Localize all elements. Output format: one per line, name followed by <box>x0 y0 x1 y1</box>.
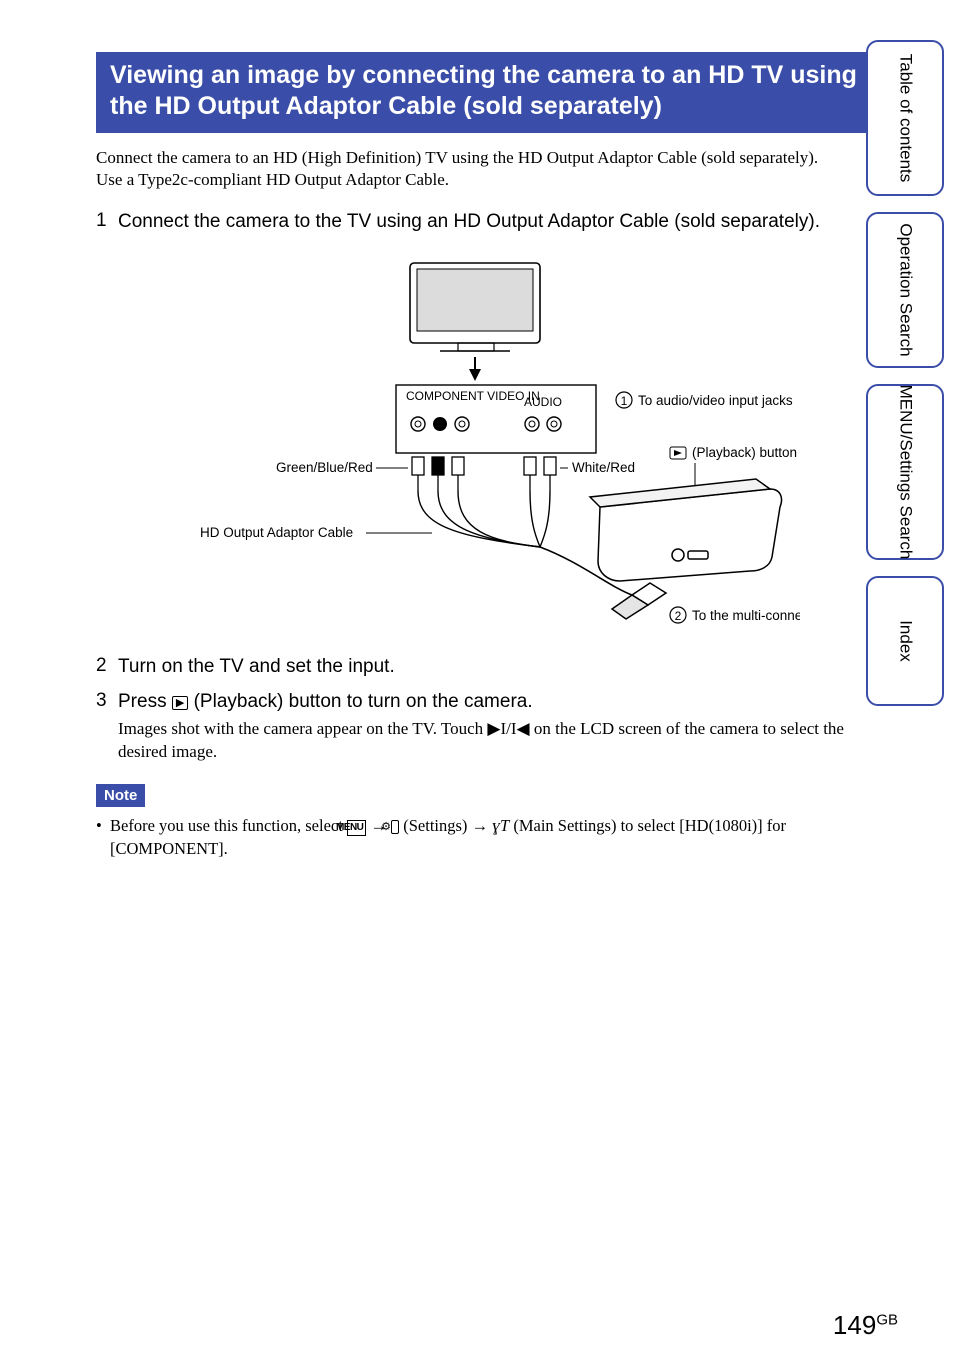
callout-1-number: 1 <box>621 394 628 408</box>
page-number-value: 149 <box>833 1310 876 1340</box>
label-playback-button: (Playback) button <box>692 445 797 460</box>
step-1: 1 Connect the camera to the TV using an … <box>96 210 884 235</box>
step-2: 2 Turn on the TV and set the input. <box>96 655 884 680</box>
step-3-body-icons: ▶I/I◀ <box>487 719 529 738</box>
main-settings-gamma-icon: ɣT <box>492 816 509 835</box>
intro-text: Connect the camera to an HD (High Defini… <box>96 147 884 193</box>
label-green-blue-red: Green/Blue/Red <box>276 460 373 475</box>
step-3-body-prefix: Images shot with the camera appear on th… <box>118 719 487 738</box>
step-3-number: 3 <box>96 690 118 715</box>
menu-icon: MENU <box>347 820 366 836</box>
label-component-video-in: COMPONENT VIDEO IN <box>406 389 540 403</box>
note-item: • Before you use this function, select M… <box>96 815 884 860</box>
intro-line-1: Connect the camera to an HD (High Defini… <box>96 148 818 167</box>
note-settings: (Settings) <box>403 816 467 835</box>
tab-table-of-contents[interactable]: Table of contents <box>866 40 944 196</box>
step-2-number: 2 <box>96 655 118 680</box>
tab-label-index: Index <box>896 620 915 662</box>
step-3-text: Press ▶ (Playback) button to turn on the… <box>118 690 533 715</box>
page-number: 149GB <box>833 1310 898 1341</box>
step-3-body: Images shot with the camera appear on th… <box>118 718 884 764</box>
note-label: Note <box>96 784 145 807</box>
page-title: Viewing an image by connecting the camer… <box>96 52 884 133</box>
step-1-text: Connect the camera to the TV using an HD… <box>118 210 820 235</box>
tab-operation-search[interactable]: Operation Search <box>866 212 944 368</box>
step-3-suffix: (Playback) button to turn on the camera. <box>194 691 533 712</box>
step-2-text: Turn on the TV and set the input. <box>118 655 395 680</box>
note-prefix: Before you use this function, select <box>110 816 347 835</box>
side-nav-tabs: Table of contents Operation Search MENU/… <box>866 40 944 722</box>
label-audio: AUDIO <box>524 395 562 409</box>
tab-index[interactable]: Index <box>866 576 944 706</box>
label-white-red: White/Red <box>572 460 635 475</box>
diagram-svg: COMPONENT VIDEO IN AUDIO 1 To audio/vide… <box>180 257 800 637</box>
page-number-suffix: GB <box>876 1311 898 1328</box>
step-3: 3 Press ▶ (Playback) button to turn on t… <box>96 690 884 715</box>
callout-1-text: To audio/video input jacks <box>638 393 793 408</box>
callout-2-number: 2 <box>675 609 682 623</box>
callout-2-text: To the multi-connector <box>692 608 800 623</box>
step-3-prefix: Press <box>118 691 172 712</box>
tab-menu-settings-search[interactable]: MENU/Settings Search <box>866 384 944 560</box>
intro-line-2: Use a Type2c-compliant HD Output Adaptor… <box>96 170 449 189</box>
tab-label-operation: Operation Search <box>896 223 915 356</box>
step-1-number: 1 <box>96 210 118 235</box>
playback-icon: ▶ <box>172 696 188 710</box>
label-hd-cable: HD Output Adaptor Cable <box>200 525 353 540</box>
tab-label-menu-settings: MENU/Settings Search <box>896 385 915 560</box>
tab-label-toc: Table of contents <box>896 54 915 183</box>
settings-toolbox-icon: ⚙ <box>391 820 399 834</box>
connection-diagram: COMPONENT VIDEO IN AUDIO 1 To audio/vide… <box>96 257 884 637</box>
arrow-icon-2: → <box>472 816 489 835</box>
